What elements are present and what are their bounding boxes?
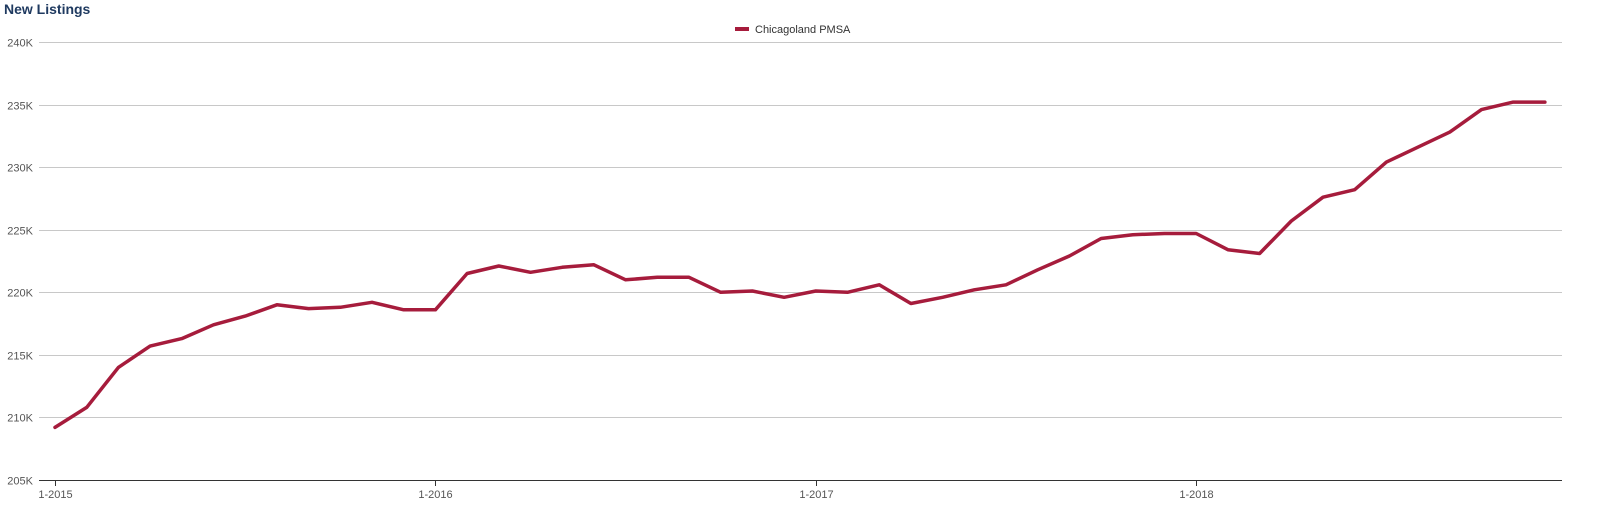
x-tick-label: 1-2018	[1179, 489, 1213, 501]
chart-title: New Listings	[4, 1, 91, 17]
y-tick-label: 235K	[7, 101, 33, 113]
x-tick-label: 1-2016	[418, 489, 452, 501]
y-tick-label: 230K	[7, 163, 33, 175]
y-tick-label: 220K	[7, 288, 33, 300]
legend-label: Chicagoland PMSA	[755, 24, 851, 36]
y-tick-label: 205K	[7, 476, 33, 488]
y-tick-label: 240K	[7, 38, 33, 50]
y-tick-label: 225K	[7, 226, 33, 238]
x-tick-label: 1-2015	[38, 489, 72, 501]
series-line-0	[53, 100, 1547, 430]
x-tick-label: 1-2017	[799, 489, 833, 501]
y-tick-label: 215K	[7, 351, 33, 363]
y-tick-label: 210K	[7, 413, 33, 425]
